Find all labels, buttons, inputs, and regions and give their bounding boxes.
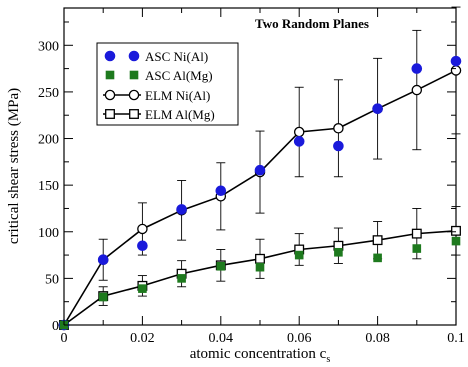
data-point <box>294 250 304 260</box>
y-tick-label: 150 <box>38 179 59 194</box>
data-point <box>254 164 266 176</box>
legend-marker <box>105 109 115 119</box>
x-tick-label: 0.02 <box>130 331 155 346</box>
x-axis-label-subscript: s <box>326 354 330 365</box>
legend-label: ASC Ni(Al) <box>145 49 208 64</box>
y-tick-label: 300 <box>38 39 59 54</box>
y-tick-label: 200 <box>38 133 59 148</box>
x-axis-label: atomic concentration cs <box>190 346 331 365</box>
legend-marker <box>129 70 139 80</box>
data-point <box>373 253 382 263</box>
data-point <box>177 274 186 283</box>
data-point <box>411 63 423 74</box>
axis-ticks: 0 0.02 0.04 0.06 0.08 0.1 0 50 100 150 200 250 300 <box>38 8 465 346</box>
data-point <box>411 84 423 96</box>
y-tick-label: 0 <box>52 319 59 334</box>
x-tick-label: 0.08 <box>365 331 390 346</box>
data-point <box>412 244 422 253</box>
x-tick-label: 0.06 <box>287 331 312 346</box>
y-tick-label: 50 <box>45 272 59 287</box>
data-point <box>334 247 343 257</box>
data-point <box>372 235 383 246</box>
data-point <box>333 123 344 134</box>
data-point <box>97 254 109 266</box>
data-point <box>255 253 265 264</box>
legend-marker <box>104 89 116 101</box>
legend-label: ELM Al(Mg) <box>145 107 215 122</box>
y-tick-label: 100 <box>38 226 59 241</box>
data-point <box>293 126 305 138</box>
data-point <box>451 236 461 246</box>
legend-box <box>96 42 239 126</box>
legend-label: ELM Ni(Al) <box>145 88 210 103</box>
data-point <box>137 240 148 252</box>
data-point <box>450 65 462 76</box>
legend-marker <box>128 50 140 62</box>
data-point <box>137 223 148 235</box>
x-tick-label: 0.1 <box>447 331 465 346</box>
data-point <box>176 204 187 215</box>
data-point <box>450 55 462 67</box>
legend-marker <box>128 89 140 101</box>
x-tick-label: 0 <box>61 331 68 346</box>
x-axis-label-main: atomic concentration c <box>190 346 327 362</box>
data-point <box>216 261 226 271</box>
data-point <box>451 225 461 236</box>
y-tick-label: 250 <box>38 86 59 101</box>
x-tick-label: 0.04 <box>209 331 234 346</box>
legend-marker <box>129 109 139 119</box>
chart-title: Two Random Planes <box>255 16 369 31</box>
data-point <box>293 136 305 147</box>
data-point <box>215 185 227 197</box>
data-point <box>411 228 422 239</box>
data-point <box>333 140 344 152</box>
legend-marker <box>104 50 116 62</box>
legend-marker <box>105 70 115 80</box>
legend: ASC Ni(Al) ASC Al(Mg) ELM Ni(Al) ELM Al(Mg) <box>96 42 239 126</box>
data-point <box>255 262 265 272</box>
y-axis-label: critical shear stress (MPa) <box>6 88 22 244</box>
data-point <box>138 284 147 293</box>
legend-label: ASC Al(Mg) <box>145 68 213 83</box>
data-point <box>98 292 108 302</box>
data-point <box>372 103 383 114</box>
